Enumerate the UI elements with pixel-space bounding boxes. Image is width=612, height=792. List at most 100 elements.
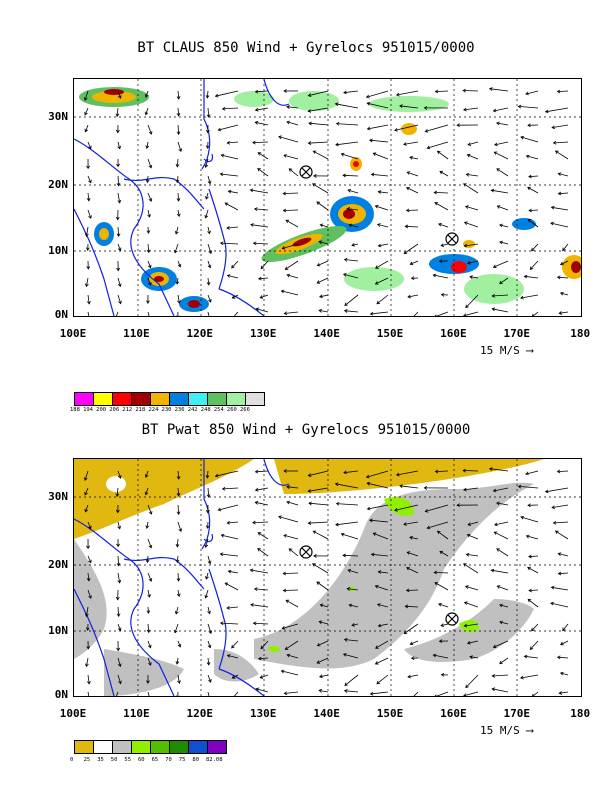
wind-arrowhead [205, 525, 210, 529]
wind-arrowhead [260, 645, 265, 650]
wind-arrowhead [313, 174, 317, 178]
wind-arrow [147, 277, 152, 286]
wind-arrowhead [499, 620, 503, 625]
wind-arrowhead [148, 544, 153, 549]
wind-arrow [222, 487, 239, 490]
wind-arrowhead [409, 261, 414, 266]
wind-arrowhead [208, 250, 213, 255]
wind-arrowhead [249, 568, 254, 573]
wind-arrowhead [176, 476, 181, 480]
wind-arrowhead [205, 145, 210, 149]
wind-arrowhead [366, 101, 371, 106]
wind-arrowhead [252, 621, 257, 626]
gyreloc-marker [299, 165, 313, 179]
wind-arrowhead [117, 199, 122, 204]
colorbar-label: 82.08 [206, 757, 223, 763]
wind-arrowhead [529, 266, 534, 270]
wind-arrowhead [438, 602, 442, 607]
wind-arrowhead [115, 596, 120, 601]
wind-arrowhead [226, 274, 231, 278]
wind-arrowhead [115, 509, 120, 514]
wind-arrow [532, 311, 539, 316]
wind-arrowhead [462, 88, 466, 93]
wind-arrowhead [342, 553, 346, 558]
wind-arrow [147, 243, 150, 253]
wind-arrowhead [439, 170, 444, 175]
wind-arrow [117, 623, 121, 631]
colorbar-label: 248 [200, 407, 211, 413]
wind-arrowhead [207, 610, 211, 615]
wind-arrowhead [283, 89, 287, 93]
wind-arrowhead [282, 191, 287, 196]
wind-arrow [344, 310, 359, 313]
wind-arrow [227, 655, 239, 659]
wind-arrowhead [207, 560, 212, 565]
wind-arrow [86, 277, 89, 287]
wind-arrow [233, 311, 239, 316]
wind-arrowhead [531, 247, 535, 252]
wind-arrowhead [463, 693, 467, 696]
wind-arrow [406, 567, 419, 574]
wind-arrow [206, 470, 209, 478]
wind-arrow [347, 189, 359, 194]
wind-arrow [278, 516, 299, 523]
wind-arrowhead [528, 174, 532, 179]
wind-arrowhead [316, 280, 321, 284]
wind-arrow [409, 536, 419, 540]
wind-arrowhead [550, 205, 555, 210]
wind-arrow [207, 606, 210, 614]
wind-arrowhead [117, 283, 122, 288]
wind-arrow [560, 672, 569, 676]
wind-arrowhead [175, 179, 180, 184]
wind-arrow [284, 691, 299, 694]
wind-arrowhead [117, 579, 122, 584]
wind-arrowhead [374, 204, 379, 209]
colorbar-swatch [93, 740, 113, 754]
wind-arrow [344, 259, 359, 262]
wind-arrow [499, 241, 509, 245]
wind-arrowhead [307, 141, 312, 145]
wind-arrow [308, 487, 329, 492]
wind-arrow [520, 674, 539, 679]
wind-arrow [562, 623, 569, 631]
colorbar-label: 0 [70, 757, 74, 763]
wind-arrowhead [257, 168, 261, 172]
wind-arrow [532, 691, 539, 696]
wind-arrowhead [403, 630, 408, 634]
wind-arrowhead [551, 125, 556, 130]
wind-arrow [227, 275, 239, 279]
wind-arrowhead [318, 688, 323, 693]
wind-arrowhead [342, 173, 346, 178]
wind-arrowhead [434, 89, 439, 94]
wind-arrowhead [174, 629, 178, 634]
wind-arrowhead [556, 655, 561, 660]
wind-arrow [288, 548, 299, 557]
wind-arrow [255, 470, 269, 473]
wind-arrow [207, 175, 211, 184]
wind-arrow [147, 124, 152, 135]
wind-arrow [116, 691, 119, 696]
wind-arrow [177, 589, 180, 597]
wind-arrowhead [426, 145, 431, 150]
wind-arrowhead [88, 215, 92, 219]
colorbar-swatch [112, 392, 132, 406]
wind-arrowhead [318, 308, 323, 313]
wind-arrow [560, 292, 569, 296]
wind-arrow [308, 141, 329, 144]
wind-arrowhead [146, 230, 151, 234]
wind-arrow [434, 202, 449, 211]
wind-arrow [369, 519, 389, 523]
wind-arrow [378, 243, 389, 247]
wind-arrowhead [176, 198, 181, 202]
wind-arrow [335, 141, 359, 146]
wind-arrow [117, 226, 120, 237]
wind-arrow [427, 521, 449, 529]
wind-arrowhead [493, 531, 498, 535]
wind-arrow [255, 501, 269, 506]
wind-arrow [255, 90, 269, 93]
colorbar-label: 60 [138, 757, 145, 763]
wind-arrowhead [115, 113, 120, 118]
wind-arrowhead [85, 627, 90, 631]
wind-arrowhead [116, 267, 121, 272]
wind-arrowhead [376, 300, 381, 305]
